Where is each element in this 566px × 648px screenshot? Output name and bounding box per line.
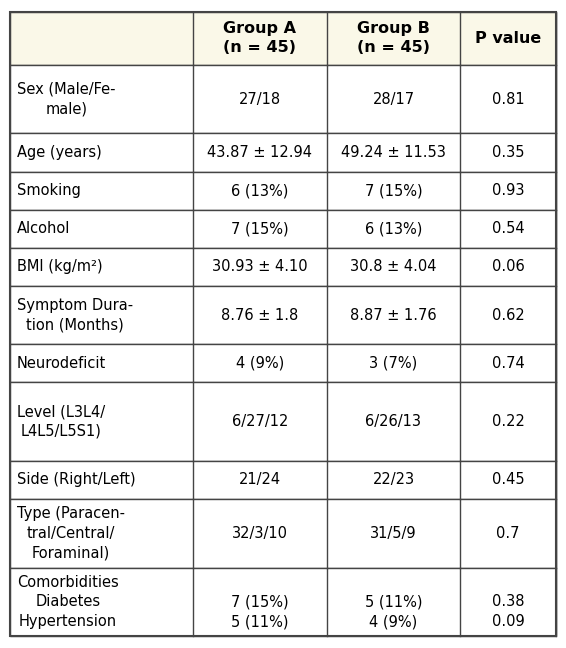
Text: 3 (7%): 3 (7%) — [370, 356, 418, 371]
Text: 21/24: 21/24 — [239, 472, 281, 487]
Text: 4 (9%): 4 (9%) — [235, 356, 284, 371]
Text: 0.38
0.09: 0.38 0.09 — [492, 575, 525, 629]
Text: Group A
(n = 45): Group A (n = 45) — [224, 21, 297, 55]
Text: 0.06: 0.06 — [492, 259, 525, 274]
Bar — [10, 172, 556, 210]
Text: Age (years): Age (years) — [17, 145, 102, 160]
Text: Level (L3L4/
L4L5/L5S1): Level (L3L4/ L4L5/L5S1) — [17, 404, 105, 439]
Text: 0.62: 0.62 — [492, 308, 525, 323]
Text: 0.45: 0.45 — [492, 472, 524, 487]
Text: 0.22: 0.22 — [492, 414, 525, 429]
Bar — [10, 499, 556, 568]
Text: 0.81: 0.81 — [492, 91, 524, 107]
Text: Alcohol: Alcohol — [17, 221, 70, 237]
Text: 22/23: 22/23 — [372, 472, 414, 487]
Bar — [10, 568, 556, 636]
Text: Symptom Dura-
tion (Months): Symptom Dura- tion (Months) — [17, 297, 133, 332]
Text: 7 (15%): 7 (15%) — [365, 183, 422, 198]
Text: BMI (kg/m²): BMI (kg/m²) — [17, 259, 102, 274]
Text: 32/3/10: 32/3/10 — [232, 526, 288, 540]
Bar — [10, 65, 556, 133]
Text: 0.35: 0.35 — [492, 145, 524, 160]
Text: 28/17: 28/17 — [372, 91, 414, 107]
Text: 6 (13%): 6 (13%) — [365, 221, 422, 237]
Text: 43.87 ± 12.94: 43.87 ± 12.94 — [207, 145, 312, 160]
Text: 6/26/13: 6/26/13 — [366, 414, 422, 429]
Text: 0.93: 0.93 — [492, 183, 524, 198]
Text: Sex (Male/Fe-
male): Sex (Male/Fe- male) — [17, 82, 115, 117]
Text: 6/27/12: 6/27/12 — [231, 414, 288, 429]
Text: 0.74: 0.74 — [492, 356, 525, 371]
Text: 49.24 ± 11.53: 49.24 ± 11.53 — [341, 145, 446, 160]
Text: Type (Paracen-
tral/Central/
Foraminal): Type (Paracen- tral/Central/ Foraminal) — [17, 506, 125, 561]
Bar — [10, 382, 556, 461]
Text: 0.54: 0.54 — [492, 221, 524, 237]
Text: P value: P value — [475, 30, 541, 46]
Text: 8.87 ± 1.76: 8.87 ± 1.76 — [350, 308, 437, 323]
Text: Smoking: Smoking — [17, 183, 81, 198]
Text: 31/5/9: 31/5/9 — [370, 526, 417, 540]
Bar — [10, 286, 556, 344]
Bar — [10, 210, 556, 248]
Text: 5 (11%)
4 (9%): 5 (11%) 4 (9%) — [365, 575, 422, 629]
Text: 27/18: 27/18 — [239, 91, 281, 107]
Text: Group B
(n = 45): Group B (n = 45) — [357, 21, 430, 55]
Text: 7 (15%): 7 (15%) — [231, 221, 289, 237]
Bar — [10, 12, 556, 65]
Bar — [10, 133, 556, 172]
Bar — [10, 461, 556, 499]
Text: 7 (15%)
5 (11%): 7 (15%) 5 (11%) — [231, 575, 289, 629]
Text: Comorbidities
Diabetes
Hypertension: Comorbidities Diabetes Hypertension — [17, 575, 119, 629]
Text: 8.76 ± 1.8: 8.76 ± 1.8 — [221, 308, 298, 323]
Text: Neurodeficit: Neurodeficit — [17, 356, 106, 371]
Text: Side (Right/Left): Side (Right/Left) — [17, 472, 136, 487]
Bar — [10, 248, 556, 286]
Text: 0.7: 0.7 — [496, 526, 520, 540]
Bar — [10, 344, 556, 382]
Text: 30.8 ± 4.04: 30.8 ± 4.04 — [350, 259, 437, 274]
Text: 6 (13%): 6 (13%) — [231, 183, 289, 198]
Text: 30.93 ± 4.10: 30.93 ± 4.10 — [212, 259, 308, 274]
